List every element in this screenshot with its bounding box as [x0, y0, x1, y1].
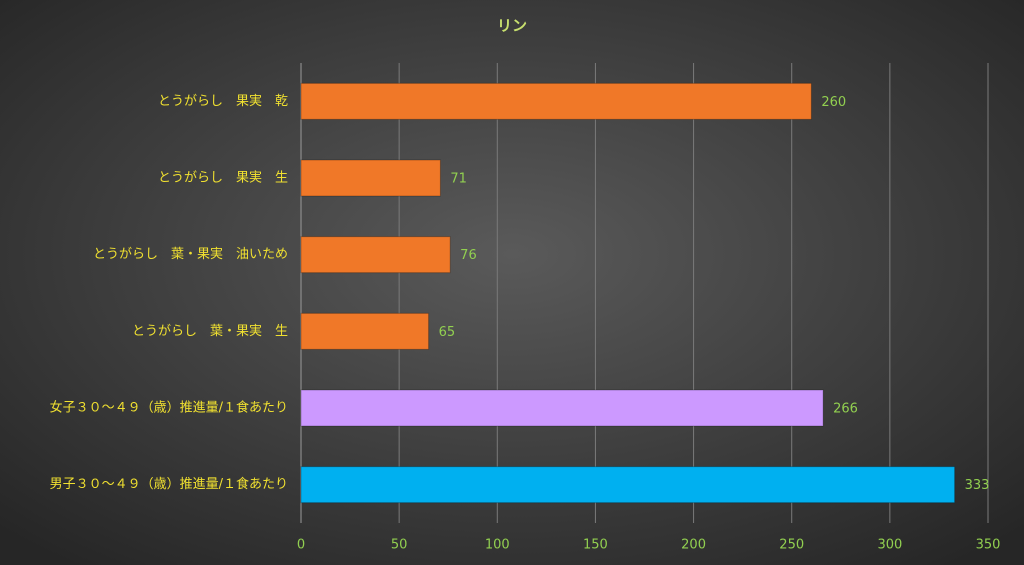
value-label: 76	[460, 248, 477, 263]
bar	[300, 236, 451, 274]
x-tick-label: 0	[297, 538, 305, 553]
x-tick-label: 100	[485, 538, 510, 553]
bar	[300, 159, 441, 197]
bar	[300, 82, 812, 120]
x-tick-label: 250	[779, 538, 804, 553]
y-tick-label: とうがらし 果実 乾	[158, 93, 288, 109]
y-tick-label: 男子３０～４９（歳）推進量/１食あたり	[50, 476, 288, 492]
value-label: 266	[833, 402, 858, 417]
bar	[300, 312, 430, 350]
x-tick-label: 50	[391, 538, 408, 553]
value-label: 65	[439, 325, 456, 340]
bar	[300, 466, 956, 504]
chart-title: リン	[497, 17, 527, 35]
value-label: 71	[450, 172, 467, 187]
x-tick-label: 350	[976, 538, 1001, 553]
y-tick-label: 女子３０～４９（歳）推進量/１食あたり	[50, 400, 288, 416]
value-label: 333	[965, 478, 990, 493]
x-tick-label: 200	[681, 538, 706, 553]
y-tick-label: とうがらし 果実 生	[158, 170, 288, 186]
x-tick-label: 300	[877, 538, 902, 553]
bar	[300, 389, 824, 427]
y-tick-label: とうがらし 葉・果実 油いため	[93, 246, 288, 262]
value-label: 260	[821, 95, 846, 110]
y-tick-label: とうがらし 葉・果実 生	[132, 323, 288, 339]
x-tick-label: 150	[583, 538, 608, 553]
